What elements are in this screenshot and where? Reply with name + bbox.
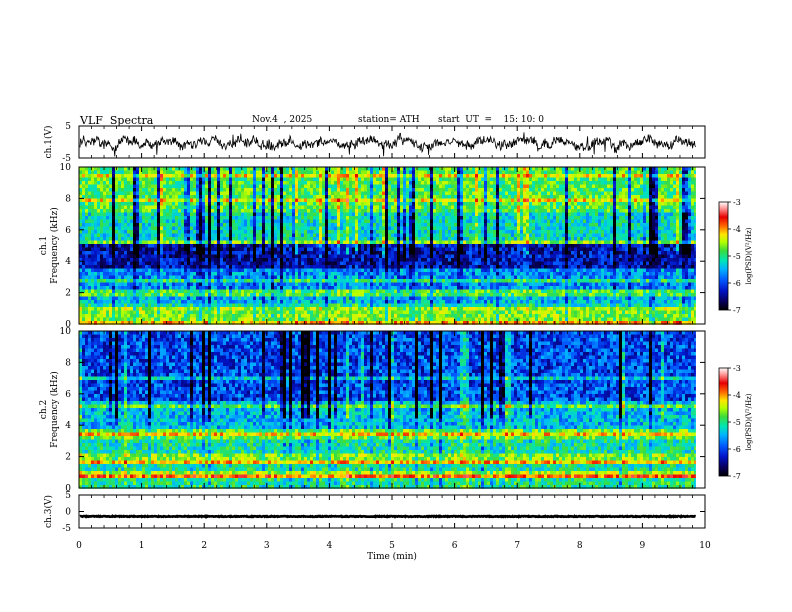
ch1-waveform bbox=[79, 132, 696, 157]
x-tick-label: 2 bbox=[201, 541, 207, 551]
x-tick-label: 3 bbox=[264, 541, 270, 551]
y-tick-label-2: 0 bbox=[65, 484, 71, 494]
colorbar-tick-label-1: -3 bbox=[733, 198, 741, 207]
colorbar-tick-label-1: -6 bbox=[733, 279, 741, 288]
x-axis-label: Time (min) bbox=[367, 551, 417, 562]
colorbar-label-2: log(PSD)(V²/Hz) bbox=[745, 393, 753, 450]
y-tick-label-0: -5 bbox=[62, 154, 71, 164]
y-tick-label-1: 6 bbox=[65, 226, 71, 236]
y-tick-label-2: 2 bbox=[65, 453, 71, 463]
y-axis-label-2: ch.2 bbox=[39, 400, 49, 419]
ch3-waveform bbox=[79, 513, 697, 519]
x-tick-label: 6 bbox=[452, 541, 458, 551]
y-tick-label-1: 10 bbox=[60, 163, 72, 173]
y-tick-label-3: 5 bbox=[65, 491, 71, 501]
colorbar-tick-label-2: -6 bbox=[733, 445, 741, 454]
colorbar-scale-1 bbox=[718, 201, 729, 311]
y-tick-label-1: 8 bbox=[65, 194, 71, 204]
y-axis-label-0: ch.1(V) bbox=[43, 126, 54, 159]
y-tick-label-2: 4 bbox=[65, 421, 71, 431]
date-label: Nov.4 , 2025 bbox=[252, 115, 313, 125]
colorbar-label-1: log(PSD)(V²/Hz) bbox=[745, 227, 753, 284]
x-tick-label: 7 bbox=[514, 541, 520, 551]
ch2-spectrogram bbox=[79, 331, 696, 489]
x-tick-label: 1 bbox=[139, 541, 145, 551]
colorbar-tick-label-1: -5 bbox=[733, 252, 741, 261]
y-axis-label-1: ch.1 bbox=[39, 236, 49, 255]
y-tick-label-1: 2 bbox=[65, 289, 71, 299]
y-tick-label-1: 4 bbox=[65, 257, 71, 267]
colorbar-scale-2 bbox=[718, 367, 729, 477]
y-tick-label-3: 0 bbox=[65, 508, 71, 518]
colorbar-2: -3 -4 -5 -6 -7 log(PSD)(V²/Hz) bbox=[718, 364, 753, 481]
y-tick-label-0: 5 bbox=[65, 122, 71, 132]
colorbar-tick-label-1: -7 bbox=[733, 306, 741, 315]
x-tick-label: 5 bbox=[389, 541, 395, 551]
y-axis-label-3: ch.3(V) bbox=[43, 495, 54, 528]
x-tick-label: 10 bbox=[699, 541, 711, 551]
y-tick-label-3: -5 bbox=[62, 524, 71, 534]
y-axis-label-2: Frequency (kHz) bbox=[49, 371, 60, 448]
colorbar-tick-label-2: -7 bbox=[733, 472, 741, 481]
colorbar-tick-label-2: -4 bbox=[733, 391, 741, 400]
colorbar-1: -3 -4 -5 -6 -7 log(PSD)(V²/Hz) bbox=[718, 198, 753, 315]
colorbar-tick-label-2: -3 bbox=[733, 364, 741, 373]
ch3-waveform-trace bbox=[79, 513, 697, 519]
y-axis-label-1: Frequency (kHz) bbox=[49, 207, 60, 284]
ch1-waveform-trace bbox=[79, 132, 696, 157]
colorbar-tick-label-1: -4 bbox=[733, 225, 741, 234]
colorbar-tick-label-2: -5 bbox=[733, 418, 741, 427]
x-tick-label: 0 bbox=[76, 541, 82, 551]
y-tick-label-2: 8 bbox=[65, 358, 71, 368]
start-time-label: start UT = 15: 10: 0 bbox=[438, 115, 544, 125]
y-tick-label-2: 6 bbox=[65, 390, 71, 400]
y-tick-label-2: 10 bbox=[60, 327, 72, 337]
figure-title: VLF Spectra bbox=[80, 114, 154, 127]
station-label: station= ATH bbox=[358, 115, 420, 125]
x-tick-label: 9 bbox=[640, 541, 646, 551]
ch1-spectrogram bbox=[79, 167, 696, 325]
y-tick-label-1: 0 bbox=[65, 320, 71, 330]
x-tick-label: 4 bbox=[327, 541, 333, 551]
x-tick-label: 8 bbox=[577, 541, 583, 551]
